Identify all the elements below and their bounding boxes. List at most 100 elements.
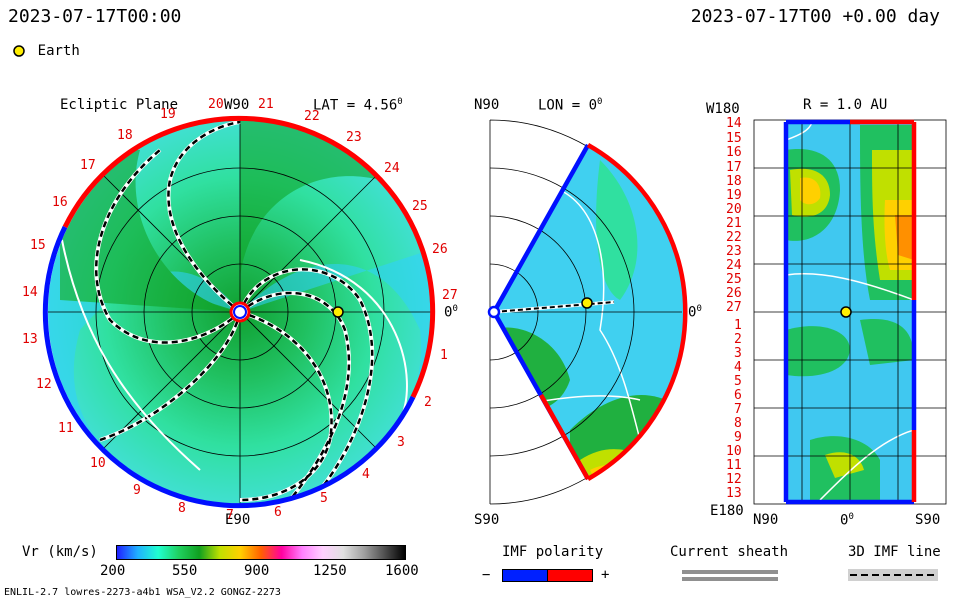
colorbar-title: Vr (km/s) — [22, 544, 98, 560]
ecliptic-rot-11: 11 — [58, 421, 74, 436]
imf-line-sample — [848, 569, 938, 581]
meridional-grid — [489, 167, 682, 457]
radial-r-label: R = 1.0 AU — [803, 97, 888, 113]
ecliptic-rot-16: 16 — [52, 195, 68, 210]
ecliptic-rot-2: 2 — [424, 395, 432, 410]
sun-inner-marker — [233, 305, 247, 319]
radial-rot-25: 25 — [726, 272, 742, 287]
current-sheath-title: Current sheath — [670, 544, 789, 560]
ecliptic-rot-24: 24 — [384, 161, 400, 176]
ecliptic-right-label: 00 — [444, 304, 458, 321]
radial-rot-16: 16 — [726, 145, 742, 160]
radial-rot-6: 6 — [734, 388, 742, 403]
ecliptic-rot-26: 26 — [432, 242, 448, 257]
earth-legend-label: Earth — [37, 43, 80, 59]
ecliptic-rot-20: 20 — [208, 97, 224, 112]
colorbar-tick-200: 200 — [100, 563, 126, 579]
radial-rot-23: 23 — [726, 244, 742, 259]
radial-polarity-edges — [783, 119, 917, 505]
imf-polarity-positive-swatch — [547, 569, 593, 582]
radial-top-left-label: W180 — [706, 101, 740, 117]
current-sheath-line-2 — [682, 577, 778, 581]
radial-rot-4: 4 — [734, 360, 742, 375]
radial-rot-13: 13 — [726, 486, 742, 501]
imf-polarity-minus: − — [482, 567, 491, 583]
radial-rot-1: 1 — [734, 318, 742, 333]
timestamp-left: 2023-07-17T00:00 — [8, 6, 182, 27]
radial-rot-24: 24 — [726, 258, 742, 273]
meridional-imf-line — [493, 301, 615, 313]
meridional-top-left-label: N90 — [474, 97, 500, 113]
radial-rot-9: 9 — [734, 430, 742, 445]
radial-axis-mid: 00 — [840, 512, 854, 529]
ecliptic-rot-4: 4 — [362, 467, 370, 482]
ecliptic-rot-8: 8 — [178, 501, 186, 516]
ecliptic-rot-1: 1 — [440, 348, 448, 363]
radial-rot-2: 2 — [734, 332, 742, 347]
ecliptic-rot-10: 10 — [90, 456, 106, 471]
meridional-sun-marker — [487, 305, 501, 319]
model-info: ENLIL-2.7 lowres-2273-a4b1 WSA_V2.2 GONG… — [4, 587, 281, 598]
ecliptic-rot-6: 6 — [274, 505, 282, 520]
ecliptic-rot-7: 7 — [226, 508, 234, 523]
meridional-bottom-left-label: S90 — [474, 512, 500, 528]
ecliptic-rot-14: 14 — [22, 285, 38, 300]
radial-bottom-left-label: E180 — [710, 503, 744, 519]
radial-rot-26: 26 — [726, 286, 742, 301]
radial-rot-5: 5 — [734, 374, 742, 389]
colorbar-tick-550: 550 — [172, 563, 198, 579]
colorbar — [116, 545, 406, 560]
imf-polarity-negative-swatch — [502, 569, 548, 582]
lat-label: LAT = 4.560 — [313, 97, 403, 114]
meridional-earth-marker — [581, 297, 593, 309]
earth-legend: Earth — [12, 40, 80, 59]
radial-rot-15: 15 — [726, 131, 742, 146]
colorbar-tick-900: 900 — [244, 563, 270, 579]
current-sheath-line-1 — [682, 570, 778, 574]
ecliptic-earth-marker — [332, 306, 344, 318]
lon-label: LON = 00 — [538, 97, 603, 114]
imf-polarity-title: IMF polarity — [502, 544, 604, 560]
ecliptic-rot-12: 12 — [36, 377, 52, 392]
ecliptic-rot-15: 15 — [30, 238, 46, 253]
ecliptic-rot-9: 9 — [133, 483, 141, 498]
radial-axis-left: N90 — [753, 512, 779, 528]
radial-rot-12: 12 — [726, 472, 742, 487]
ecliptic-rot-23: 23 — [346, 130, 362, 145]
radial-rot-17: 17 — [726, 160, 742, 175]
ecliptic-rot-3: 3 — [397, 435, 405, 450]
radial-rot-27: 27 — [726, 300, 742, 315]
ecliptic-polarity-ring — [42, 115, 436, 509]
timestamp-right: 2023-07-17T00 +0.00 day — [690, 6, 940, 27]
ecliptic-rot-19: 19 — [160, 107, 176, 122]
radial-rot-8: 8 — [734, 416, 742, 431]
ecliptic-imf-spirals — [61, 120, 408, 502]
ecliptic-rot-21: 21 — [258, 97, 274, 112]
radial-rot-20: 20 — [726, 202, 742, 217]
radial-axis-right: S90 — [915, 512, 941, 528]
ecliptic-rot-17: 17 — [80, 158, 96, 173]
radial-rot-18: 18 — [726, 174, 742, 189]
ecliptic-rot-25: 25 — [412, 199, 428, 214]
ecliptic-rot-18: 18 — [117, 128, 133, 143]
radial-rot-3: 3 — [734, 346, 742, 361]
ecliptic-title: Ecliptic Plane — [60, 97, 179, 113]
ecliptic-rot-5: 5 — [320, 491, 328, 506]
earth-marker-icon — [13, 44, 25, 57]
imf-polarity-plus: + — [601, 567, 610, 583]
radial-rot-11: 11 — [726, 458, 742, 473]
meridional-polarity-edges — [492, 143, 688, 481]
radial-rot-7: 7 — [734, 402, 742, 417]
radial-earth-marker — [840, 306, 852, 318]
ecliptic-top-label: W90 — [224, 97, 250, 113]
imf-line-title: 3D IMF line — [848, 544, 941, 560]
ecliptic-rot-22: 22 — [304, 109, 320, 124]
ecliptic-rot-13: 13 — [22, 332, 38, 347]
colorbar-tick-1250: 1250 — [313, 563, 347, 579]
meridional-right-label: 00 — [688, 304, 702, 321]
ecliptic-rot-27: 27 — [442, 288, 458, 303]
radial-rot-22: 22 — [726, 230, 742, 245]
radial-rot-21: 21 — [726, 216, 742, 231]
